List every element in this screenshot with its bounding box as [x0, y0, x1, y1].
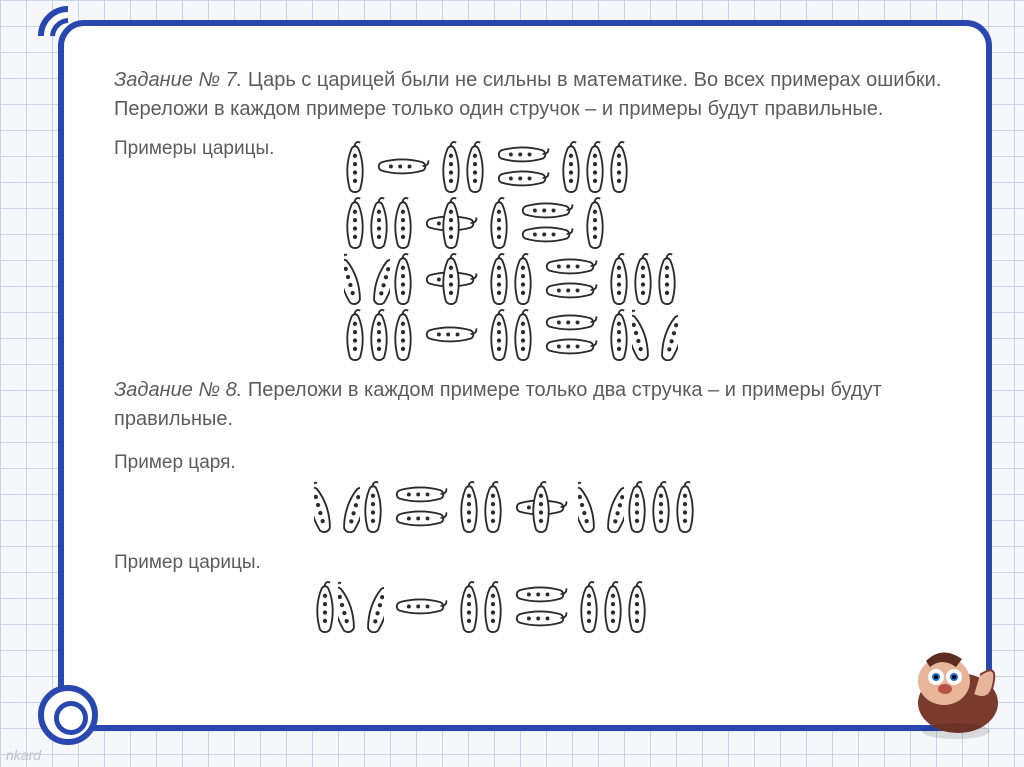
roman-III [608, 251, 678, 305]
task7-text: Задание № 7. Царь с царицей были не силь… [114, 66, 952, 124]
task8-queen-label: Пример царицы. [114, 552, 952, 574]
pod-vertical-icon [584, 195, 606, 249]
task7-heading: Задание № 7. [114, 69, 242, 91]
pod-vertical-icon [626, 579, 648, 633]
roman-II [440, 139, 486, 193]
pod-vertical-icon [368, 307, 390, 361]
roman-III [344, 195, 414, 249]
pod-vertical-icon [656, 251, 678, 305]
pod-diagonal-icon [338, 479, 360, 533]
equation-row [314, 478, 952, 534]
minus-icon [424, 324, 478, 344]
pod-diagonal-icon [602, 479, 624, 533]
pod-vertical-icon [464, 139, 486, 193]
task8-text: Задание № 8. Переложи в каждом примере т… [114, 376, 952, 434]
pod-diagonal-icon [632, 307, 654, 361]
pod-vertical-icon [392, 195, 414, 249]
pod-vertical-icon [440, 139, 462, 193]
equation-row [344, 306, 952, 362]
pod-diagonal-icon [578, 479, 600, 533]
pod-vertical-icon [632, 251, 654, 305]
pod-vertical-icon [560, 139, 582, 193]
equals-icon [394, 484, 448, 528]
pod-vertical-icon [608, 307, 630, 361]
pod-vertical-icon [608, 251, 630, 305]
roman-II [488, 251, 534, 305]
pod-diagonal-icon [338, 579, 360, 633]
equals-icon [520, 200, 574, 244]
watermark: nkard [6, 747, 41, 763]
scroll-curl-bottom-left [38, 685, 98, 745]
scroll-frame: Задание № 7. Царь с царицей были не силь… [58, 20, 992, 731]
equals-icon [544, 256, 598, 300]
pod-vertical-icon [530, 479, 552, 533]
roman-II [458, 479, 504, 533]
pod-vertical-icon [314, 579, 336, 633]
pod-vertical-icon [512, 251, 534, 305]
plus-icon [424, 195, 478, 249]
pod-diagonal-icon [368, 251, 390, 305]
pod-vertical-icon [368, 195, 390, 249]
pod-vertical-icon [344, 195, 366, 249]
roman-II [458, 579, 504, 633]
task8-queen-equation [314, 578, 952, 634]
task8-block: Задание № 8. Переложи в каждом примере т… [114, 376, 952, 634]
pod-diagonal-icon [314, 479, 336, 533]
roman-IV [314, 579, 384, 633]
task7-block: Задание № 7. Царь с царицей были не силь… [114, 66, 952, 362]
mascot-character [896, 631, 1016, 741]
roman-VI [344, 251, 414, 305]
pod-diagonal-icon [656, 307, 678, 361]
roman-I [584, 195, 606, 249]
plus-icon [424, 251, 478, 305]
equation-row [344, 138, 952, 194]
pod-vertical-icon [482, 579, 504, 633]
pod-vertical-icon [482, 479, 504, 533]
pod-vertical-icon [512, 307, 534, 361]
roman-VIII [578, 479, 696, 533]
pod-vertical-icon [608, 139, 630, 193]
pod-vertical-icon [602, 579, 624, 633]
roman-VI [314, 479, 384, 533]
equals-icon [496, 144, 550, 188]
pod-vertical-icon [650, 479, 672, 533]
equation-row [344, 194, 952, 250]
pod-vertical-icon [392, 307, 414, 361]
pod-vertical-icon [362, 479, 384, 533]
task8-king-equation [314, 478, 952, 534]
plus-icon [514, 479, 568, 533]
pod-vertical-icon [458, 579, 480, 633]
pod-diagonal-icon [344, 251, 366, 305]
pod-vertical-icon [584, 139, 606, 193]
roman-IV [608, 307, 678, 361]
roman-III [560, 139, 630, 193]
minus-icon [394, 596, 448, 616]
pod-vertical-icon [440, 195, 462, 249]
pod-vertical-icon [458, 479, 480, 533]
pod-vertical-icon [488, 195, 510, 249]
equation-row [314, 578, 952, 634]
pod-vertical-icon [488, 251, 510, 305]
pod-vertical-icon [392, 251, 414, 305]
equation-row [344, 250, 952, 306]
roman-III [344, 307, 414, 361]
pod-vertical-icon [674, 479, 696, 533]
equals-icon [544, 312, 598, 356]
pod-vertical-icon [344, 139, 366, 193]
equals-icon [514, 584, 568, 628]
pod-vertical-icon [626, 479, 648, 533]
roman-III [578, 579, 648, 633]
minus-icon [376, 156, 430, 176]
roman-II [488, 307, 534, 361]
pod-diagonal-icon [362, 579, 384, 633]
pod-vertical-icon [440, 251, 462, 305]
task8-heading: Задание № 8. [114, 379, 242, 401]
pod-vertical-icon [344, 307, 366, 361]
pod-vertical-icon [488, 307, 510, 361]
roman-I [488, 195, 510, 249]
task7-equations [344, 138, 952, 362]
pod-vertical-icon [578, 579, 600, 633]
task8-king-label: Пример царя. [114, 452, 952, 474]
roman-I [344, 139, 366, 193]
